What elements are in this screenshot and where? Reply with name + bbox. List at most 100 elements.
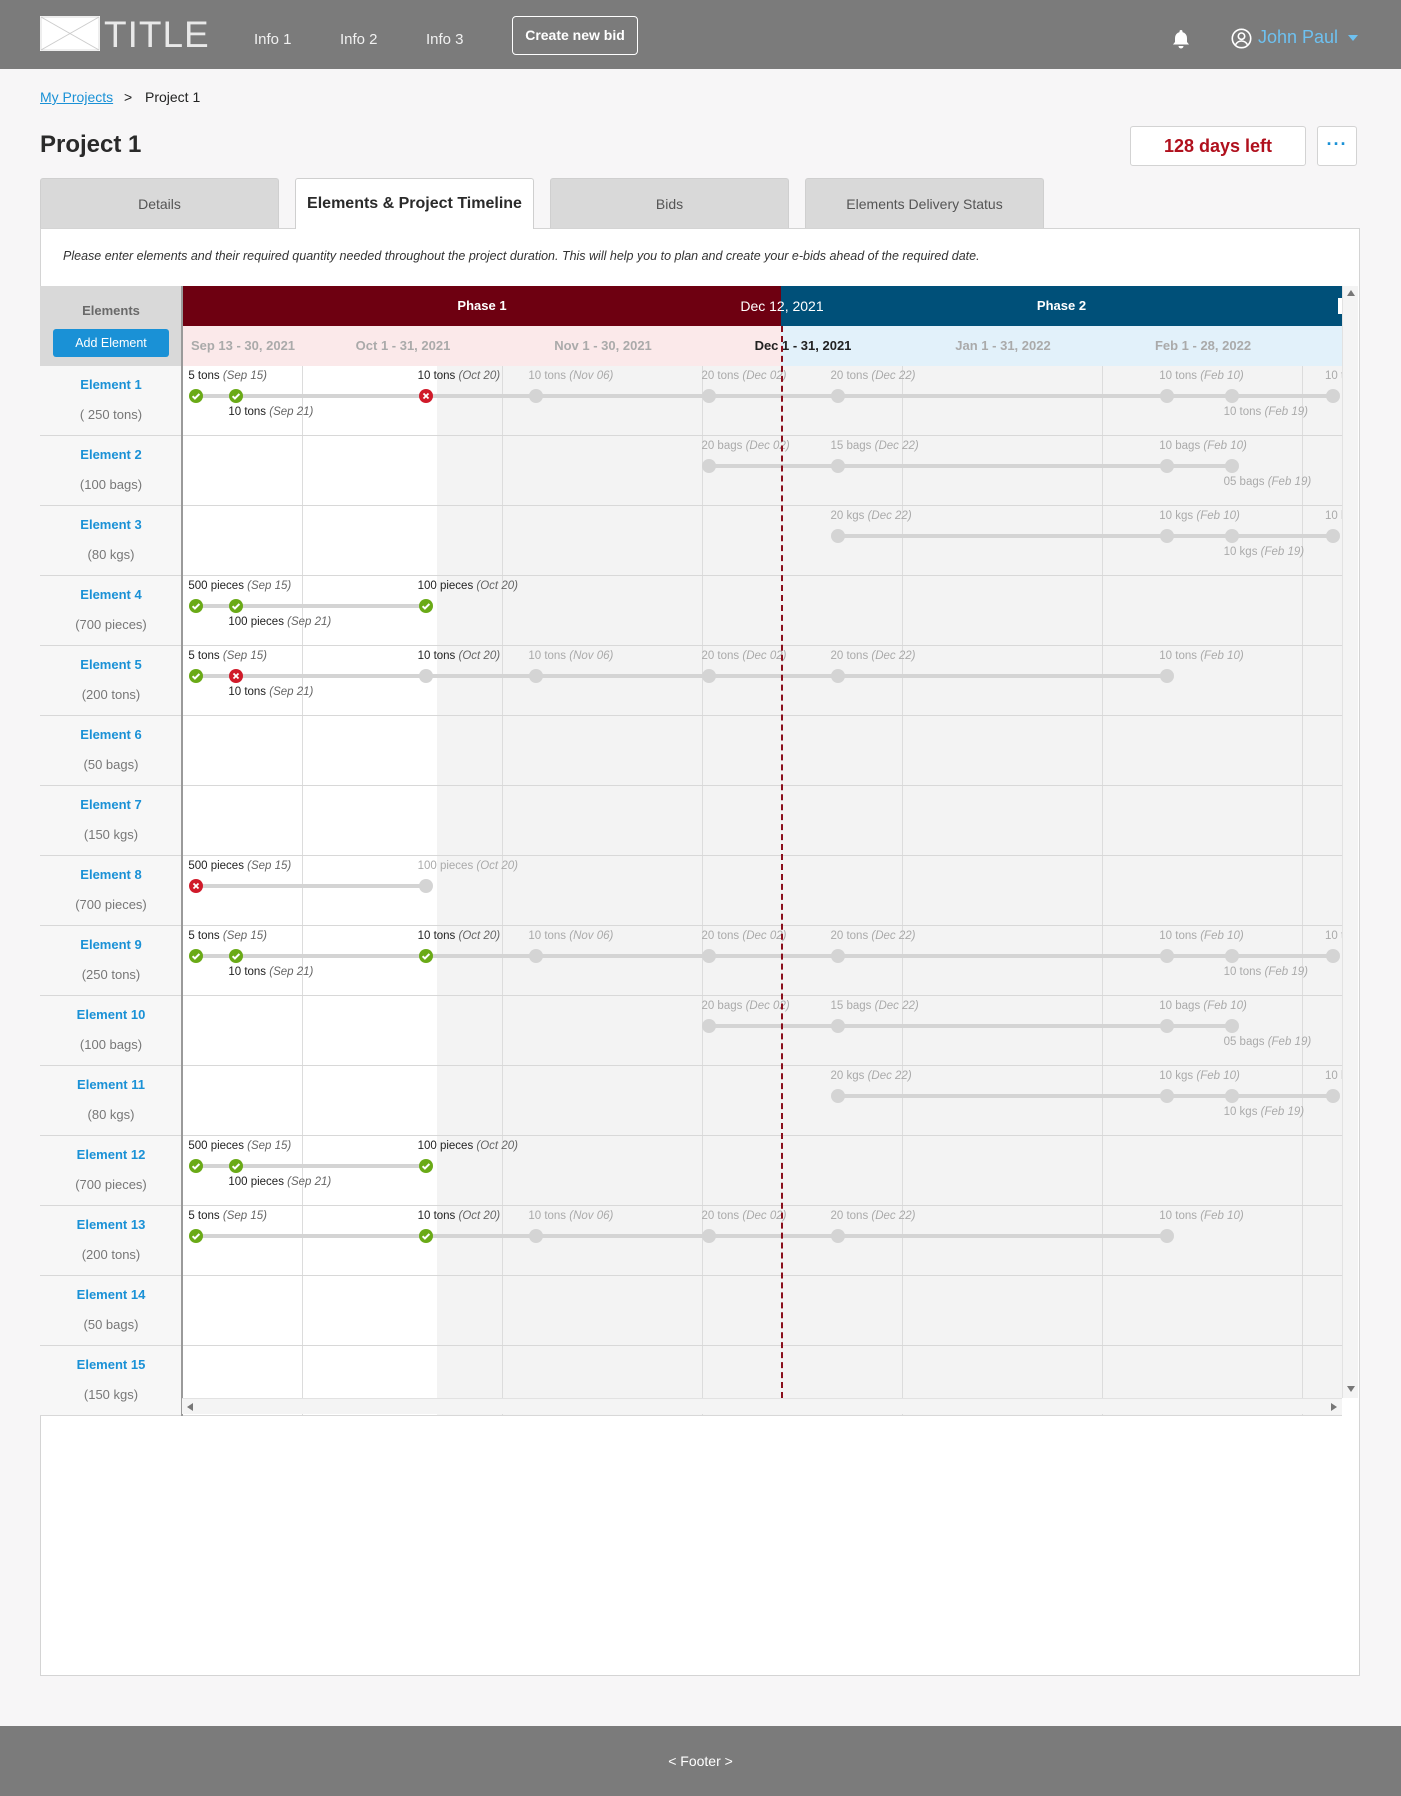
breadcrumb-link-my-projects[interactable]: My Projects	[40, 89, 114, 105]
planned-delivery-point[interactable]	[1160, 459, 1175, 473]
delivered-check-icon[interactable]	[189, 669, 204, 683]
scroll-down-arrow-icon[interactable]	[1347, 1386, 1355, 1392]
nav-info-2[interactable]: Info 2	[340, 31, 378, 48]
planned-delivery-point[interactable]	[529, 949, 544, 963]
planned-delivery-point[interactable]	[1326, 389, 1340, 403]
element-name-link[interactable]: Element 8	[80, 867, 142, 882]
planned-delivery-point[interactable]	[1160, 1229, 1175, 1243]
planned-delivery-point[interactable]	[702, 669, 717, 683]
nav-info-1[interactable]: Info 1	[254, 31, 292, 48]
planned-delivery-point[interactable]	[418, 879, 433, 893]
delivered-check-icon[interactable]	[229, 1159, 244, 1173]
tab-elements-timeline[interactable]: Elements & Project Timeline	[295, 178, 534, 229]
delivery-track	[838, 1094, 1333, 1098]
planned-delivery-point[interactable]	[1160, 1089, 1175, 1103]
planned-delivery-point[interactable]	[702, 459, 717, 473]
delivered-check-icon[interactable]	[229, 599, 244, 613]
delivered-check-icon[interactable]	[418, 1229, 433, 1243]
planned-delivery-point[interactable]	[1326, 949, 1340, 963]
delivered-check-icon[interactable]	[418, 599, 433, 613]
delivered-check-icon[interactable]	[418, 949, 433, 963]
chevron-down-icon[interactable]	[1348, 35, 1358, 41]
planned-delivery-point[interactable]	[702, 1019, 717, 1033]
element-name-link[interactable]: Element 4	[80, 587, 142, 602]
scroll-up-arrow-icon[interactable]	[1347, 290, 1355, 296]
planned-delivery-point[interactable]	[831, 529, 846, 543]
planned-delivery-point[interactable]	[1224, 949, 1239, 963]
tab-bids[interactable]: Bids	[550, 178, 789, 228]
user-avatar-icon[interactable]	[1231, 28, 1252, 54]
planned-delivery-point[interactable]	[831, 669, 846, 683]
delivered-check-icon[interactable]	[189, 389, 204, 403]
user-name[interactable]: John Paul	[1258, 27, 1339, 47]
delivery-date: (Dec 22)	[871, 650, 916, 662]
element-row-header: Element 3 (80 kgs)	[40, 506, 182, 576]
element-name-link[interactable]: Element 11	[77, 1077, 145, 1092]
planned-delivery-point[interactable]	[831, 1019, 846, 1033]
planned-delivery-point[interactable]	[1160, 949, 1175, 963]
planned-delivery-point[interactable]	[529, 1229, 544, 1243]
missed-cross-icon[interactable]	[229, 669, 244, 683]
element-name-link[interactable]: Element 7	[80, 797, 142, 812]
planned-delivery-point[interactable]	[831, 459, 846, 473]
planned-delivery-point[interactable]	[1160, 669, 1175, 683]
element-name-link[interactable]: Element 3	[80, 517, 142, 532]
delivered-check-icon[interactable]	[229, 949, 244, 963]
add-element-button[interactable]: Add Element	[53, 329, 169, 357]
element-name-link[interactable]: Element 5	[80, 657, 142, 672]
element-name-link[interactable]: Element 14	[76, 1287, 146, 1302]
more-options-button[interactable]: ···	[1317, 126, 1357, 166]
vertical-scrollbar[interactable]	[1342, 286, 1358, 1398]
month-divider	[702, 366, 703, 1416]
delivery-track	[709, 1024, 1232, 1028]
planned-delivery-point[interactable]	[1224, 389, 1239, 403]
planned-delivery-point[interactable]	[831, 1089, 846, 1103]
tab-details[interactable]: Details	[40, 178, 279, 228]
planned-delivery-point[interactable]	[702, 949, 717, 963]
planned-delivery-point[interactable]	[1160, 389, 1175, 403]
planned-delivery-point[interactable]	[529, 669, 544, 683]
nav-info-3[interactable]: Info 3	[426, 31, 464, 48]
planned-delivery-point[interactable]	[1224, 529, 1239, 543]
planned-delivery-point[interactable]	[529, 389, 544, 403]
planned-delivery-point[interactable]	[831, 389, 846, 403]
planned-delivery-point[interactable]	[1160, 1019, 1175, 1033]
planned-delivery-point[interactable]	[1326, 1089, 1340, 1103]
planned-delivery-point[interactable]	[1224, 1019, 1239, 1033]
missed-cross-icon[interactable]	[189, 879, 204, 893]
planned-delivery-point[interactable]	[418, 669, 433, 683]
planned-delivery-point[interactable]	[831, 949, 846, 963]
logo-image[interactable]	[40, 16, 100, 51]
element-name-link[interactable]: Element 10	[76, 1007, 146, 1022]
delivered-check-icon[interactable]	[189, 1229, 204, 1243]
delivered-check-icon[interactable]	[189, 949, 204, 963]
tab-delivery-status[interactable]: Elements Delivery Status	[805, 178, 1044, 228]
bell-icon[interactable]	[1170, 28, 1192, 55]
scroll-left-arrow-icon[interactable]	[187, 1403, 193, 1411]
planned-delivery-point[interactable]	[702, 389, 717, 403]
delivered-check-icon[interactable]	[418, 1159, 433, 1173]
missed-cross-icon[interactable]	[418, 389, 433, 403]
delivery-date: (Dec 02)	[742, 930, 787, 942]
delivered-check-icon[interactable]	[229, 389, 244, 403]
delivery-track	[196, 604, 426, 608]
delivered-check-icon[interactable]	[189, 599, 204, 613]
planned-delivery-point[interactable]	[1224, 1089, 1239, 1103]
scroll-right-arrow-icon[interactable]	[1331, 1403, 1337, 1411]
element-name-link[interactable]: Element 6	[80, 727, 142, 742]
element-name-link[interactable]: Element 15	[76, 1357, 146, 1372]
element-name-link[interactable]: Element 2	[80, 447, 142, 462]
planned-delivery-point[interactable]	[702, 1229, 717, 1243]
element-name-link[interactable]: Element 1	[80, 377, 142, 392]
element-name-link[interactable]: Element 12	[76, 1147, 146, 1162]
month-oct-2021: Oct 1 - 31, 2021	[303, 326, 503, 366]
create-new-bid-button[interactable]: Create new bid	[512, 16, 638, 55]
planned-delivery-point[interactable]	[1326, 529, 1340, 543]
element-name-link[interactable]: Element 13	[76, 1217, 146, 1232]
planned-delivery-point[interactable]	[1224, 459, 1239, 473]
planned-delivery-point[interactable]	[1160, 529, 1175, 543]
horizontal-scrollbar[interactable]	[182, 1398, 1342, 1414]
delivered-check-icon[interactable]	[189, 1159, 204, 1173]
element-name-link[interactable]: Element 9	[80, 937, 142, 952]
planned-delivery-point[interactable]	[831, 1229, 846, 1243]
